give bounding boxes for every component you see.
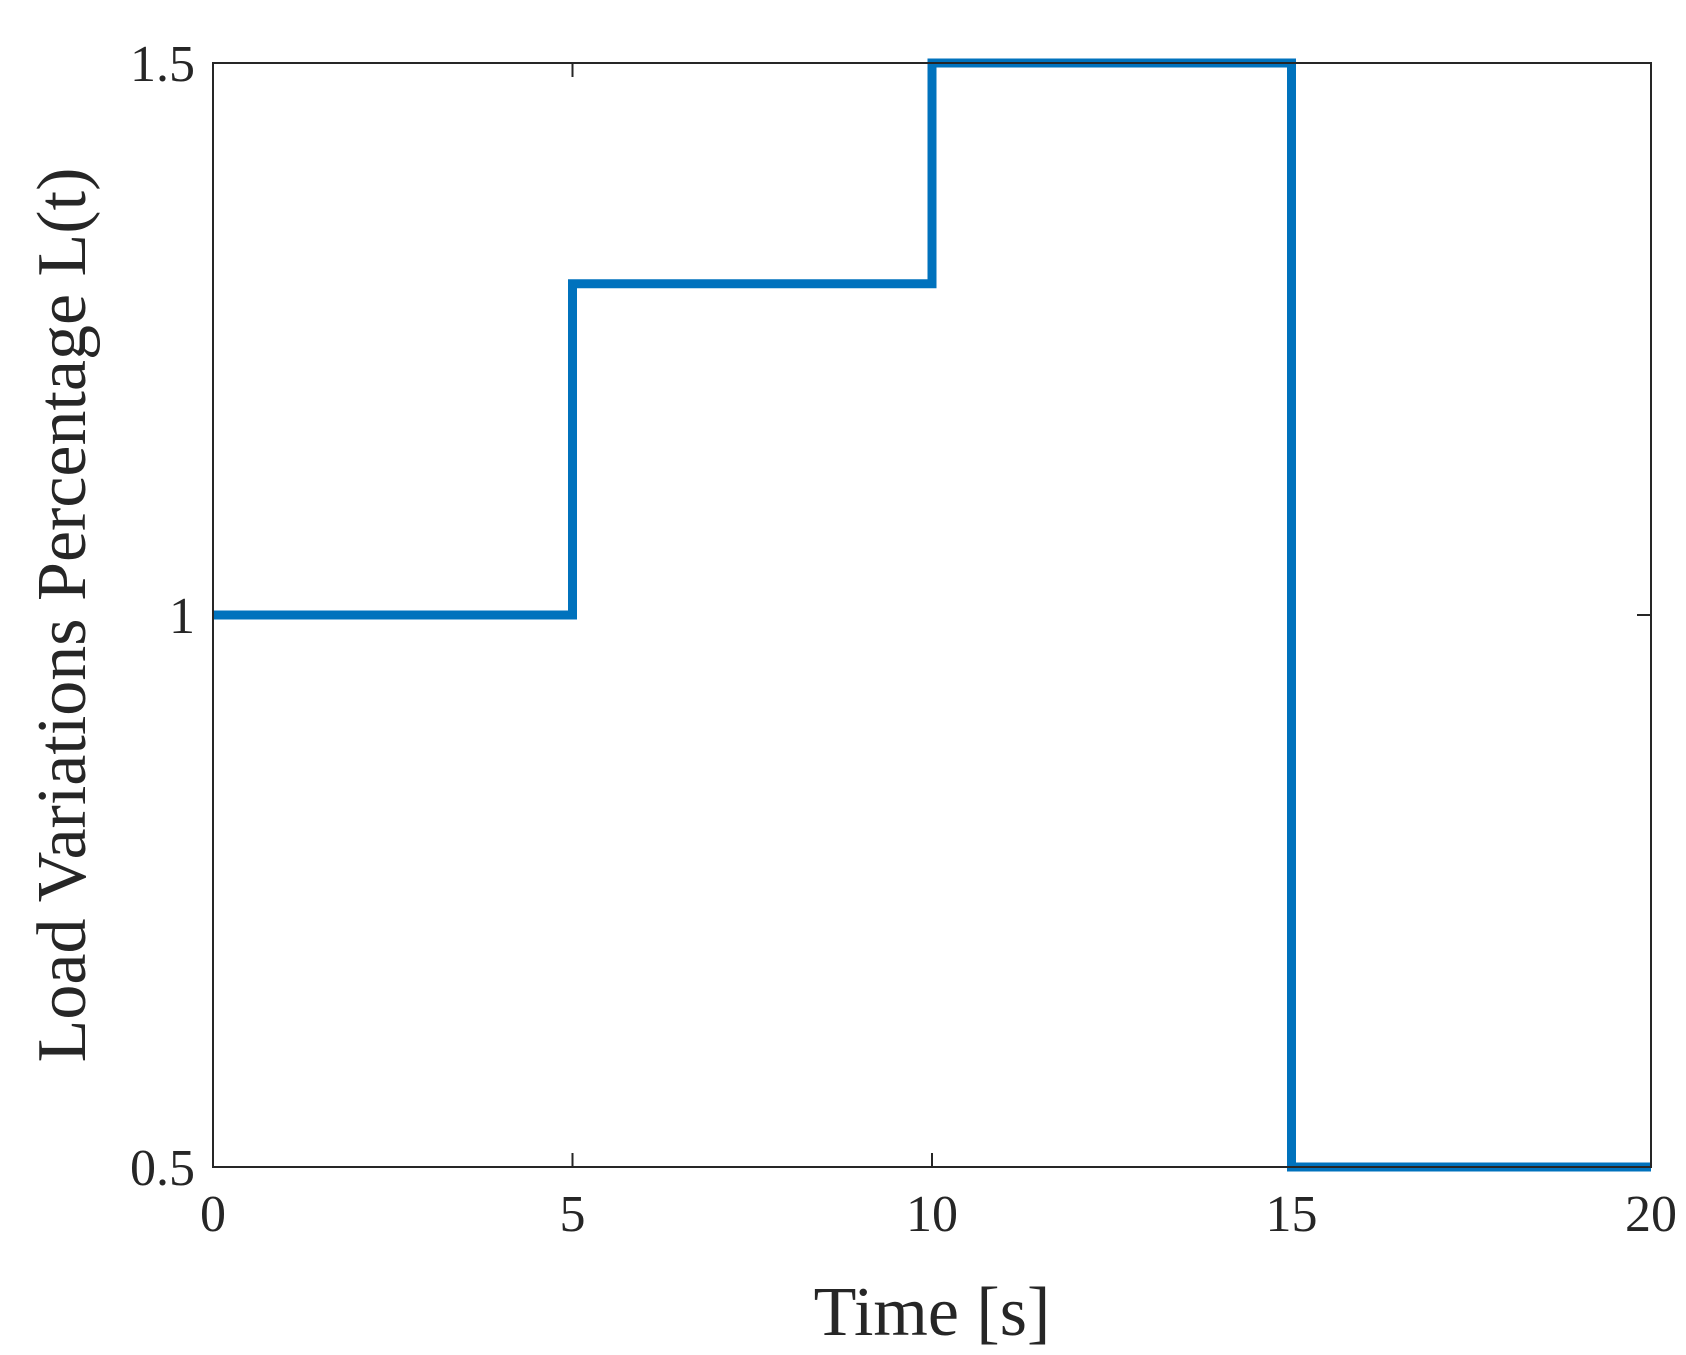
y-tick-labels: 0.5 1 1.5 bbox=[130, 36, 195, 1197]
y-axis-label: Load Variations Percentage L(t) bbox=[24, 168, 101, 1063]
plot-frame bbox=[212, 62, 1652, 1168]
x-tick-labels: 0 5 10 15 20 bbox=[200, 1186, 1677, 1243]
y-tick-label: 0.5 bbox=[130, 1140, 195, 1197]
x-tick-label: 15 bbox=[1266, 1186, 1318, 1243]
y-tick-label: 1.5 bbox=[130, 36, 195, 93]
x-tick-label: 0 bbox=[200, 1186, 226, 1243]
x-tick-label: 20 bbox=[1625, 1186, 1677, 1243]
x-tick-label: 10 bbox=[906, 1186, 958, 1243]
x-tick-label: 5 bbox=[560, 1186, 586, 1243]
series-line bbox=[213, 58, 1651, 1172]
y-tick-label: 1 bbox=[169, 588, 195, 645]
x-axis-label: Time [s] bbox=[814, 1274, 1051, 1351]
